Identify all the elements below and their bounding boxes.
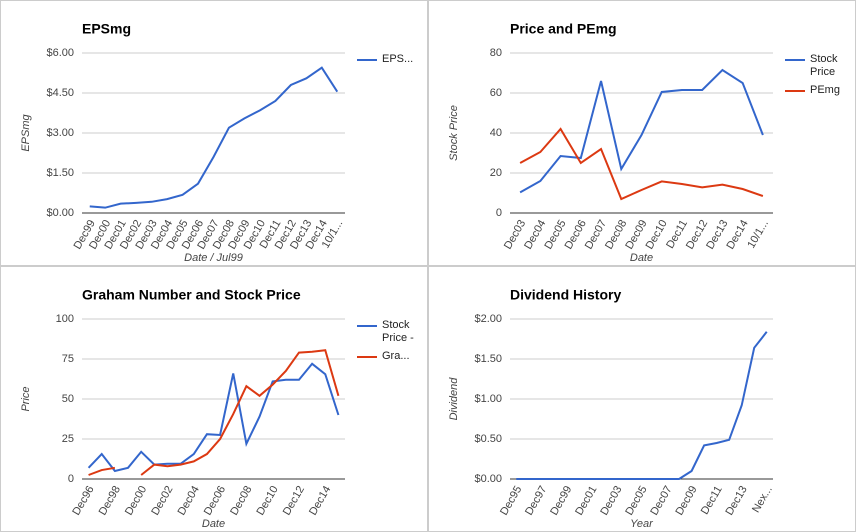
y-axis-title: Dividend [448, 377, 460, 421]
chart-panel: Price and PEmg020406080Dec03Dec04Dec05De… [428, 0, 856, 266]
y-tick-label: $3.00 [46, 127, 74, 139]
y-tick-label: $4.50 [46, 87, 74, 99]
x-axis-title: Date [202, 518, 225, 530]
y-tick-label: 80 [490, 47, 502, 59]
chart-title: EPSmg [82, 21, 131, 37]
y-tick-label: 40 [490, 127, 502, 139]
y-tick-label: $0.00 [46, 207, 74, 219]
y-tick-label: 75 [62, 353, 74, 365]
chart-title: Price and PEmg [510, 21, 617, 37]
y-tick-label: $0.00 [474, 473, 502, 485]
series-line [519, 68, 764, 194]
legend-entry: Stock Price - [382, 319, 414, 344]
legend-entry: Gra... [382, 350, 410, 362]
legend-entry: Stock Price [810, 53, 838, 78]
y-axis-title: Price [20, 386, 32, 411]
chart-panel: EPSmg$0.00$1.50$3.00$4.50$6.00Dec99Dec00… [0, 0, 428, 266]
x-axis-title: Date [630, 252, 653, 264]
legend-label: Stock Price [810, 53, 838, 78]
chart-title: Dividend History [510, 287, 621, 303]
y-tick-label: 0 [68, 473, 74, 485]
y-tick-label: 50 [62, 393, 74, 405]
x-axis-title: Date / Jul99 [184, 252, 243, 264]
series-line [89, 66, 339, 209]
series-line [516, 331, 768, 480]
y-axis-title: Stock Price [448, 105, 460, 161]
y-tick-label: 60 [490, 87, 502, 99]
chart-panel: Graham Number and Stock Price 0 25 50 75 100 D… [0, 266, 428, 532]
y-tick-label: 20 [490, 167, 502, 179]
y-tick-label: $6.00 [46, 47, 74, 59]
y-tick-label: $1.50 [474, 353, 502, 365]
y-tick-label: 100 [56, 313, 74, 325]
y-tick-label: 25 [62, 433, 74, 445]
x-axis-title: Year [630, 518, 654, 530]
series-line [519, 127, 764, 201]
y-tick-label: $1.50 [46, 167, 74, 179]
y-tick-label: $2.00 [474, 313, 502, 325]
legend-entry: EPS... [382, 53, 414, 65]
legend-label: EPS... [382, 53, 414, 65]
legend-entry: PEmg [810, 84, 840, 96]
legend-label: PEmg [810, 84, 840, 96]
legend-label: Stock Price - [382, 319, 414, 344]
y-tick-label: 0 [496, 207, 502, 219]
y-axis-title: EPSmg [20, 113, 32, 151]
y-tick-label: $1.00 [474, 393, 502, 405]
chart-panel: Dividend History $0.00 $0.50 $1.00 $1.50 $2.0… [428, 266, 856, 532]
chart-title: Graham Number and Stock Price [82, 287, 301, 303]
legend-label: Gra... [382, 350, 410, 362]
y-tick-label: $0.50 [474, 433, 502, 445]
series-line [87, 362, 340, 473]
series-line [88, 349, 340, 476]
